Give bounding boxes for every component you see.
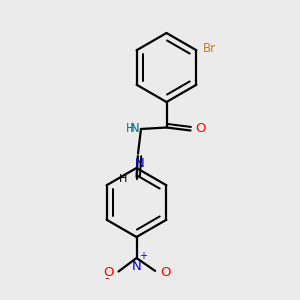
Text: O: O — [103, 266, 114, 280]
Text: O: O — [160, 266, 170, 279]
Text: N: N — [130, 122, 140, 135]
Text: O: O — [195, 122, 206, 136]
Text: N: N — [132, 260, 141, 272]
Text: Br: Br — [202, 42, 215, 55]
Text: H: H — [119, 174, 128, 184]
Text: H: H — [126, 122, 134, 135]
Text: +: + — [139, 250, 147, 261]
Text: N: N — [135, 157, 144, 170]
Text: -: - — [105, 272, 110, 285]
